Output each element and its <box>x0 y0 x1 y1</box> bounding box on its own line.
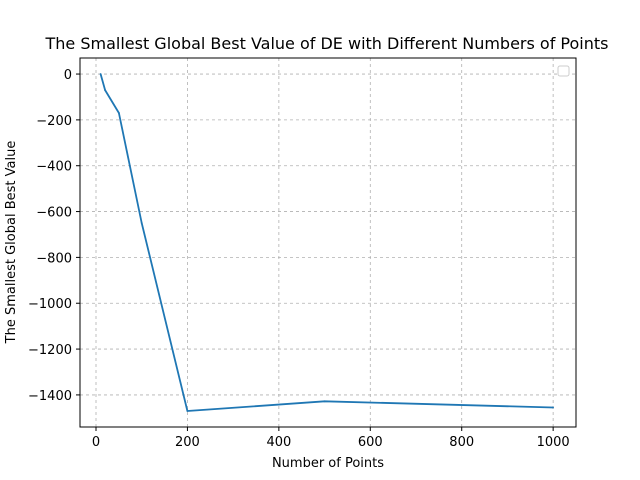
x-tick-label: 200 <box>175 435 200 450</box>
x-tick-label: 0 <box>92 435 100 450</box>
data-point <box>552 406 554 409</box>
y-tick-label: −800 <box>36 251 72 266</box>
data-point <box>323 400 326 403</box>
data-point <box>99 73 102 75</box>
x-axis-label: Number of Points <box>272 456 384 471</box>
y-tick-label: −200 <box>36 114 72 129</box>
x-tick-label: 800 <box>449 435 474 450</box>
y-axis-label: The Smallest Global Best Value <box>4 141 19 345</box>
y-tick-label: −400 <box>36 160 72 175</box>
data-point <box>140 222 143 224</box>
y-axis: 0 −200 −400 −600 −800 −1000 −1200 −1400 <box>28 68 80 404</box>
y-tick-label: −600 <box>36 206 72 221</box>
x-tick-label: 1000 <box>537 435 570 450</box>
y-tick-label: −1400 <box>28 389 72 404</box>
y-tick-label: −1200 <box>28 343 72 358</box>
y-tick-label: −1000 <box>28 297 72 312</box>
y-tick-label: 0 <box>64 68 72 83</box>
data-point <box>118 112 120 114</box>
x-axis: 0 200 400 600 800 1000 <box>92 427 570 450</box>
series-layer <box>99 73 554 412</box>
x-tick-label: 400 <box>266 435 291 450</box>
data-point <box>104 89 106 91</box>
data-point <box>186 410 189 412</box>
legend-box <box>557 65 570 77</box>
plot-frame <box>79 57 577 428</box>
x-tick-label: 600 <box>358 435 383 450</box>
grid <box>80 58 576 427</box>
chart-title: The Smallest Global Best Value of DE wit… <box>44 34 608 53</box>
